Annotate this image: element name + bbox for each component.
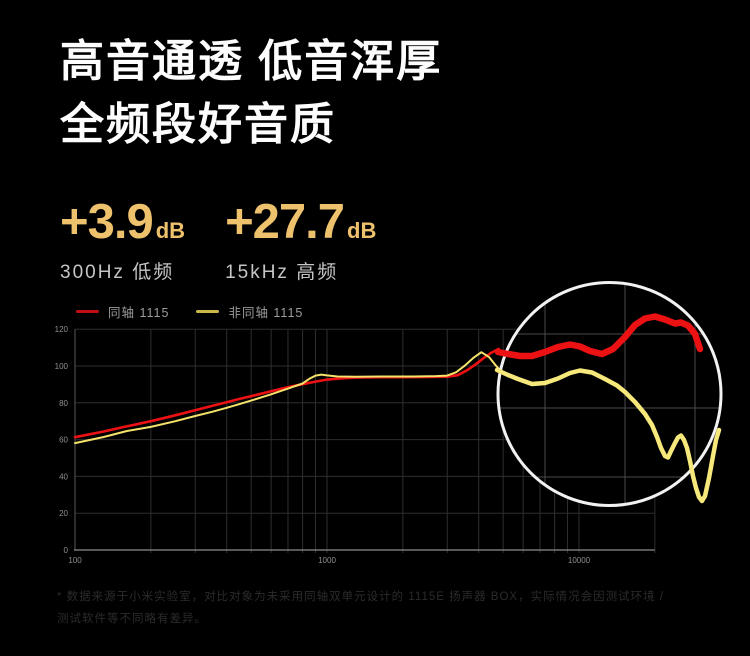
legend-label: 同轴 1115 (108, 306, 170, 320)
y-tick-label: 100 (55, 362, 69, 371)
page-title: 高音通透 低音浑厚 全频段好音质 (60, 30, 442, 156)
legend-item-noncoaxial: 非同轴 1115 (196, 302, 303, 321)
stat-value: +3.9 (60, 195, 154, 249)
legend-swatch-yellow (196, 310, 220, 313)
title-line-2: 全频段好音质 (60, 100, 336, 149)
gain-stats: +3.9 dB 300Hz 低频 +27.7 dB 15kHz 高频 (60, 194, 376, 284)
series-line-0 (73, 347, 501, 439)
footnote-line-1: * 数据来源于小米实验室，对比对象为未采用同轴双单元设计的 1115E 扬声器 … (57, 591, 664, 603)
stat-low-frequency: +3.9 dB 300Hz 低频 (60, 194, 185, 284)
title-line-1: 高音通透 低音浑厚 (60, 37, 443, 86)
footnote: * 数据来源于小米实验室，对比对象为未采用同轴双单元设计的 1115E 扬声器 … (57, 586, 664, 630)
y-tick-label: 80 (59, 399, 68, 408)
stat-value-row: +27.7 dB (225, 194, 376, 250)
footnote-line-2: 测试软件等不同略有差异。 (57, 613, 207, 625)
stat-unit: dB (155, 218, 186, 243)
legend-label: 非同轴 1115 (228, 306, 304, 320)
magnifier-series-line-0 (494, 313, 704, 360)
x-tick-label: 10000 (568, 556, 591, 565)
legend-swatch-red (76, 310, 99, 313)
magnifier-fill (498, 282, 721, 506)
series-line-1 (74, 351, 505, 445)
magnifier-series-line-1 (494, 367, 722, 504)
chart-legend: 同轴 1115 非同轴 1115 (76, 302, 303, 321)
y-tick-label: 60 (59, 436, 68, 445)
legend-item-coaxial: 同轴 1115 (76, 302, 169, 321)
y-tick-label: 40 (59, 472, 68, 481)
stat-label: 15kHz 高频 (225, 262, 339, 283)
x-tick-label: 100 (68, 556, 82, 565)
magnifier-ring (496, 281, 723, 507)
y-tick-label: 0 (64, 546, 69, 555)
stat-high-frequency: +27.7 dB 15kHz 高频 (225, 194, 376, 284)
stat-label: 300Hz 低频 (60, 262, 175, 283)
stat-value: +27.7 (225, 195, 345, 249)
stat-unit: dB (347, 218, 377, 243)
stat-value-row: +3.9 dB (60, 194, 185, 250)
y-tick-label: 20 (59, 509, 68, 518)
y-tick-label: 120 (55, 325, 69, 334)
x-tick-label: 1000 (318, 556, 336, 565)
